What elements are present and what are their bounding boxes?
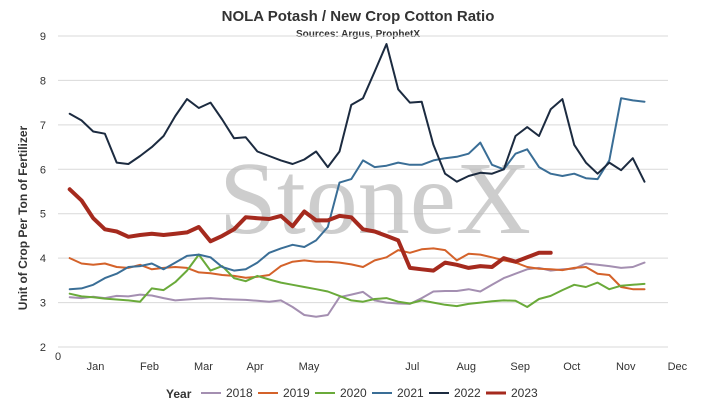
series-line-2021: [68, 97, 646, 291]
y-tick-label: 9: [40, 31, 46, 43]
series-line-2023: [67, 187, 553, 273]
x-tick-label-aug: Aug: [456, 361, 476, 373]
y-tick-label: 7: [40, 120, 46, 132]
legend: Year 2018 2019 2020 2021 2022 2023: [166, 386, 538, 401]
y-axis-label: Unit of Crop Per Ton of Fertilizer: [16, 125, 30, 310]
y-tick-label: 2: [40, 342, 46, 354]
x-tick-label-may: May: [299, 361, 320, 373]
y-tick-label: 4: [40, 253, 46, 265]
series-line-2020: [68, 253, 646, 308]
legend-label-2023: 2023: [511, 386, 538, 400]
x-tick-label-dec: Dec: [668, 361, 688, 373]
x-tick-label-oct: Oct: [563, 361, 580, 373]
chart-title: NOLA Potash / New Crop Cotton Ratio: [222, 8, 495, 25]
legend-label-2020: 2020: [340, 386, 367, 400]
series-lines: [67, 43, 646, 318]
x-origin-label: 0: [55, 351, 61, 363]
watermark: StoneX: [219, 141, 531, 256]
legend-title: Year: [166, 387, 192, 401]
legend-label-2022: 2022: [454, 386, 481, 400]
x-tick-label-sep: Sep: [510, 361, 530, 373]
x-tick-label-jan: Jan: [87, 361, 105, 373]
y-tick-label: 6: [40, 164, 46, 176]
x-axis-ticks: 0 Jan Feb Mar Apr May Jul Aug Sep Oct Nov Dec: [55, 351, 688, 373]
x-tick-label-apr: Apr: [247, 361, 264, 373]
legend-label-2019: 2019: [283, 386, 310, 400]
y-axis-ticks: 2 3 4 5 6 7 8 9: [40, 31, 46, 354]
y-tick-label: 8: [40, 75, 46, 87]
x-tick-label-mar: Mar: [194, 361, 213, 373]
series-line-2022: [68, 43, 646, 183]
legend-label-2018: 2018: [226, 386, 253, 400]
y-tick-label: 5: [40, 209, 46, 221]
x-tick-label-jul: Jul: [405, 361, 419, 373]
y-tick-label: 3: [40, 298, 46, 310]
x-tick-label-feb: Feb: [140, 361, 159, 373]
chart-subtitle: Sources: Argus, ProphetX: [296, 29, 420, 40]
legend-label-2021: 2021: [397, 386, 424, 400]
x-tick-label-nov: Nov: [616, 361, 636, 373]
